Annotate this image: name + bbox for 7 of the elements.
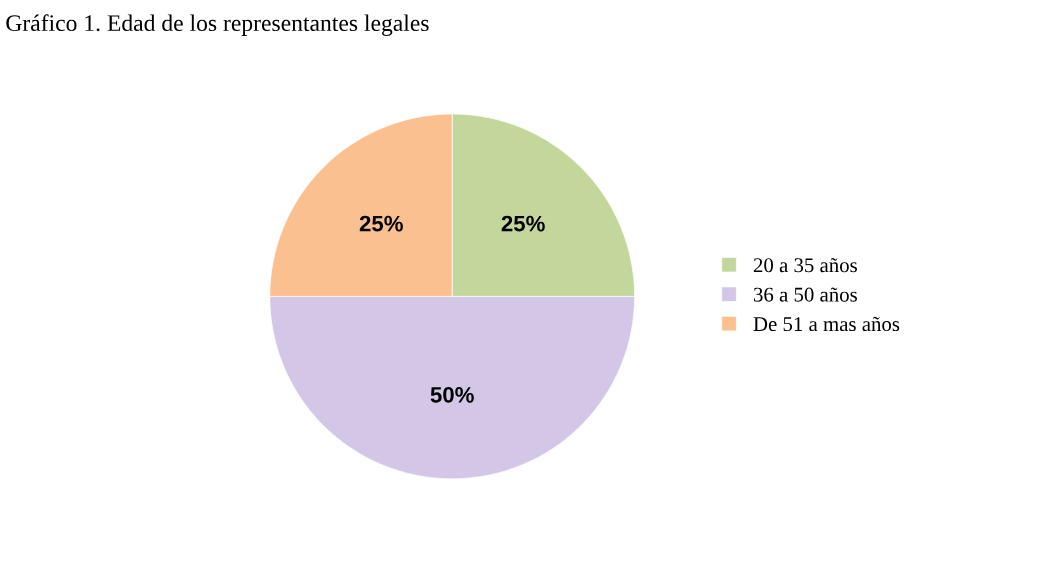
legend-label: 36 a 50 años bbox=[754, 287, 857, 302]
legend-label: 20 a 35 años bbox=[753, 258, 857, 273]
chart-title: Gráfico 1. Edad de los representantes legales bbox=[6, 14, 429, 36]
legend-label: De 51 a mas años bbox=[753, 316, 900, 332]
data-label: 25% bbox=[359, 215, 403, 232]
data-label: 25% bbox=[501, 215, 545, 232]
data-label: 50% bbox=[430, 386, 474, 403]
